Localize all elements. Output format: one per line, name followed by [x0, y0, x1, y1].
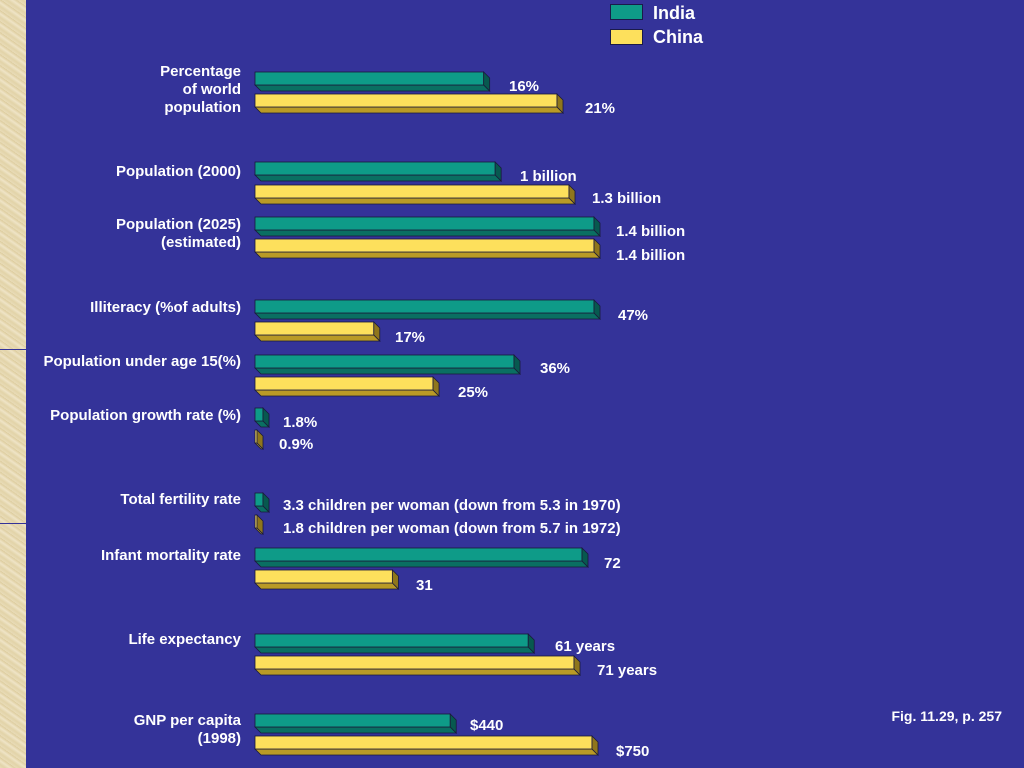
legend-swatch-india: [610, 4, 643, 20]
value-label-china: 25%: [458, 384, 489, 401]
metric-label-illiteracy: Illiteracy (%of adults): [90, 299, 241, 316]
value-label-india: $440: [470, 717, 504, 734]
border-mark: [0, 523, 26, 524]
bar-india: [254, 713, 458, 734]
bar-india: [254, 216, 601, 237]
value-label-india: 72: [604, 555, 621, 572]
value-label-india: 16%: [509, 78, 540, 95]
bar-china: [254, 429, 264, 450]
value-label-china: 1.4 billion: [616, 247, 686, 264]
bar-china: [254, 321, 381, 342]
parchment-border: [0, 0, 26, 768]
metric-label-infant-mortality: Infant mortality rate: [100, 547, 241, 564]
value-label-china: 0.9%: [279, 436, 314, 453]
figure-caption: Fig. 11.29, p. 257: [891, 708, 1002, 724]
value-label-india: 47%: [618, 307, 649, 324]
bar-india: [254, 407, 270, 428]
bar-china: [254, 376, 440, 397]
bar-india: [254, 492, 270, 513]
value-label-india: 1.8%: [283, 414, 318, 431]
bar-india: [254, 161, 503, 182]
metric-label-under-15: Population under age 15(%): [43, 353, 241, 370]
value-label-india: 36%: [540, 360, 571, 377]
value-label-china: 71 years: [597, 662, 658, 679]
value-label-india: 61 years: [555, 638, 616, 655]
bar-india: [254, 71, 491, 92]
value-label-china: 21%: [585, 100, 616, 117]
bar-china: [254, 514, 264, 535]
bar-china: [254, 238, 601, 259]
legend-label-india: India: [653, 3, 696, 23]
metric-label-population-2025: Population (2025) (estimated): [115, 216, 241, 251]
value-label-india: 3.3 children per woman (down from 5.3 in…: [283, 497, 621, 514]
bar-china: [254, 655, 581, 676]
value-label-china: $750: [616, 743, 650, 760]
metric-label-gnp-per-capita: GNP per capita (1998): [133, 712, 241, 747]
value-label-china: 1.3 billion: [592, 190, 662, 207]
value-label-china: 17%: [395, 329, 426, 346]
value-label-india: 1 billion: [520, 168, 577, 185]
metric-label-fertility: Total fertility rate: [120, 491, 241, 508]
metric-label-growth-rate: Population growth rate (%): [50, 407, 241, 424]
bar-china: [254, 184, 576, 205]
bar-china: [254, 735, 599, 756]
bar-india: [254, 354, 521, 375]
border-mark: [0, 349, 26, 350]
bar-india: [254, 299, 601, 320]
value-label-china: 31: [416, 577, 433, 594]
legend-label-china: China: [653, 27, 704, 47]
bar-china: [254, 569, 400, 590]
legend-swatch-china: [610, 29, 643, 45]
metric-label-world-population-share: Percentage of world population: [160, 63, 241, 116]
bar-india: [254, 547, 589, 568]
metric-label-population-2000: Population (2000): [115, 163, 241, 180]
metric-label-life-expectancy: Life expectancy: [128, 631, 241, 648]
value-label-india: 1.4 billion: [616, 223, 686, 240]
bar-india: [254, 633, 536, 654]
bar-china: [254, 93, 564, 114]
value-label-china: 1.8 children per woman (down from 5.7 in…: [283, 520, 621, 537]
